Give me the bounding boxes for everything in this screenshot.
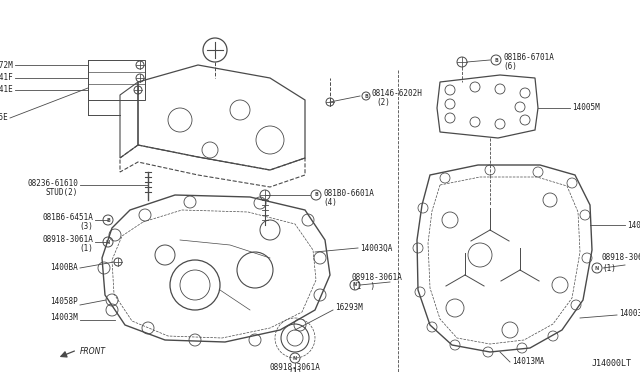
Text: 14005M: 14005M — [572, 103, 600, 112]
Text: 08236-61610: 08236-61610 — [27, 179, 78, 187]
Text: (1): (1) — [288, 368, 302, 372]
Text: 14003M: 14003M — [51, 314, 78, 323]
Text: 14041E: 14041E — [0, 86, 13, 94]
Text: 14058P: 14058P — [51, 298, 78, 307]
Text: 08918-3061A: 08918-3061A — [352, 273, 403, 282]
Text: STUD(2): STUD(2) — [45, 187, 78, 196]
Text: 081B6-6451A: 081B6-6451A — [42, 214, 93, 222]
Text: 14005E: 14005E — [0, 113, 8, 122]
Text: B: B — [106, 218, 110, 222]
Text: (2): (2) — [376, 99, 390, 108]
Text: 14372M: 14372M — [0, 61, 13, 70]
Text: (1): (1) — [79, 244, 93, 253]
Text: 081B6-6701A: 081B6-6701A — [503, 54, 554, 62]
Text: 081B0-6601A: 081B0-6601A — [323, 189, 374, 198]
Text: (6): (6) — [503, 62, 517, 71]
Text: (1  ): (1 ) — [352, 282, 375, 292]
Text: J14000LT: J14000LT — [592, 359, 632, 368]
Text: FRONT: FRONT — [80, 346, 106, 356]
Text: N: N — [106, 240, 110, 244]
Text: (4): (4) — [323, 198, 337, 206]
Text: B: B — [494, 58, 498, 62]
Text: 08146-6202H: 08146-6202H — [372, 89, 423, 97]
Text: (3): (3) — [79, 222, 93, 231]
Text: 14003QA: 14003QA — [619, 308, 640, 317]
Text: (1): (1) — [602, 263, 616, 273]
Text: N: N — [353, 282, 357, 288]
Text: 08918-3061A: 08918-3061A — [269, 363, 321, 372]
Text: 16293M: 16293M — [335, 304, 363, 312]
Text: 14010A: 14010A — [627, 221, 640, 230]
Text: 14013MA: 14013MA — [512, 357, 545, 366]
Text: 14041F: 14041F — [0, 74, 13, 83]
Text: N: N — [595, 266, 599, 270]
Text: 1400BA: 1400BA — [51, 263, 78, 273]
Text: B: B — [314, 192, 318, 198]
Text: 08918-3061A: 08918-3061A — [42, 235, 93, 244]
Text: B: B — [364, 93, 368, 99]
Text: N: N — [293, 356, 297, 360]
Text: 08918-3061A: 08918-3061A — [602, 253, 640, 263]
Text: 14003QA: 14003QA — [360, 244, 392, 253]
